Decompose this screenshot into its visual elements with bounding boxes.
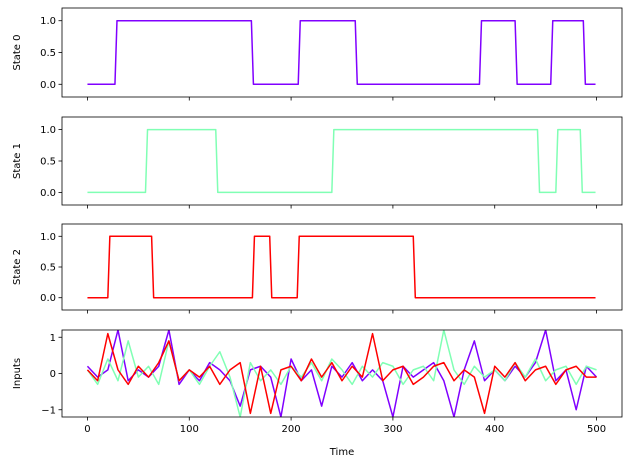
x-tick-label: 500 — [587, 424, 606, 435]
y-axis-label: Inputs — [12, 358, 23, 389]
subplot: 0.0 0.5 1.0 State 1 — [12, 116, 623, 209]
y-tick-label: 0.0 — [40, 80, 56, 91]
plot-area — [87, 19, 596, 86]
series-line — [86, 332, 597, 415]
y-tick-label: 1.0 — [40, 125, 56, 136]
y-tick-label: 1.0 — [40, 16, 56, 27]
series-line — [87, 235, 596, 299]
x-tick-label: 300 — [383, 424, 402, 435]
y-tick-label: 0 — [50, 369, 56, 380]
y-tick-label: 0.5 — [40, 157, 56, 168]
subplot: −1 0 1 0 100 200 300 400 500 Inputs Time — [12, 329, 623, 458]
y-axis-label: State 2 — [12, 249, 23, 285]
y-tick-label: −1 — [41, 405, 56, 416]
y-tick-label: 0.0 — [40, 188, 56, 199]
y-axis-label: State 0 — [12, 34, 23, 70]
subplot: 0.0 0.5 1.0 State 2 — [12, 223, 623, 314]
x-tick-label: 400 — [485, 424, 504, 435]
plot-area — [86, 330, 598, 417]
y-tick-label: 1 — [50, 333, 56, 344]
series-line — [87, 19, 596, 86]
plot-area — [87, 235, 596, 299]
series-line — [86, 330, 598, 417]
y-tick-label: 1.0 — [40, 232, 56, 243]
x-axis-label: Time — [329, 447, 354, 458]
y-axis-label: State 1 — [12, 143, 23, 179]
y-tick-label: 0.5 — [40, 263, 56, 274]
plot-area — [87, 128, 596, 194]
subplot: 0.0 0.5 1.0 State 0 — [12, 7, 623, 101]
x-tick-label: 200 — [282, 424, 301, 435]
x-tick-label: 0 — [84, 424, 90, 435]
x-tick-label: 100 — [180, 424, 199, 435]
series-line — [86, 330, 597, 417]
series-line — [87, 128, 596, 194]
y-tick-label: 0.0 — [40, 293, 56, 304]
y-tick-label: 0.5 — [40, 48, 56, 59]
